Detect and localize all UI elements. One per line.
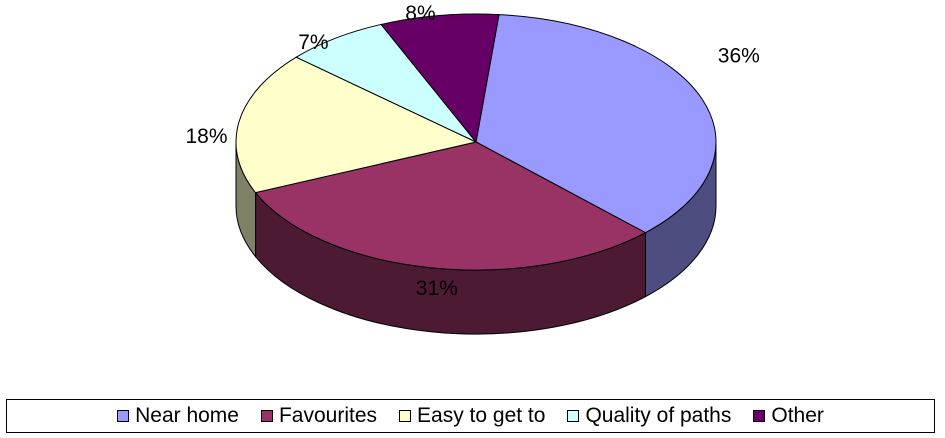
legend-item-near-home: Near home [117, 404, 239, 428]
legend-label: Other [771, 404, 824, 427]
legend-item-quality-of-paths: Quality of paths [567, 404, 731, 428]
pie-slice-favourites [254, 141, 647, 271]
legend-item-easy-to-get-to: Easy to get to [399, 404, 545, 428]
legend-label: Easy to get to [417, 404, 546, 427]
legend-label: Favourites [278, 404, 378, 427]
pie-slice-other [380, 13, 500, 144]
data-label-easy-to-get-to: 18% [186, 125, 228, 148]
legend: Near home Favourites Easy to get to Quality… [6, 399, 935, 433]
pie-chart: 36% 31% 18% 7% 8% [186, 2, 760, 335]
data-label-other: 8% [405, 2, 435, 25]
pie-slice-near-home [475, 14, 717, 234]
data-label-near-home: 36% [718, 45, 760, 68]
legend-swatch [567, 410, 580, 422]
legend-item-other: Other [753, 404, 824, 428]
legend-swatch [399, 410, 412, 422]
pie-slice-easy-to-get-to [235, 56, 478, 194]
legend-label: Quality of paths [585, 404, 732, 427]
legend-label: Near home [135, 404, 239, 427]
data-label-quality-of-paths: 7% [298, 31, 328, 54]
legend-swatch [117, 410, 130, 422]
pie-slice-quality-of-paths [295, 23, 477, 143]
data-label-favourites: 31% [416, 277, 458, 300]
legend-swatch [260, 410, 273, 422]
legend-item-favourites: Favourites [260, 404, 378, 428]
legend-swatch [753, 410, 766, 422]
